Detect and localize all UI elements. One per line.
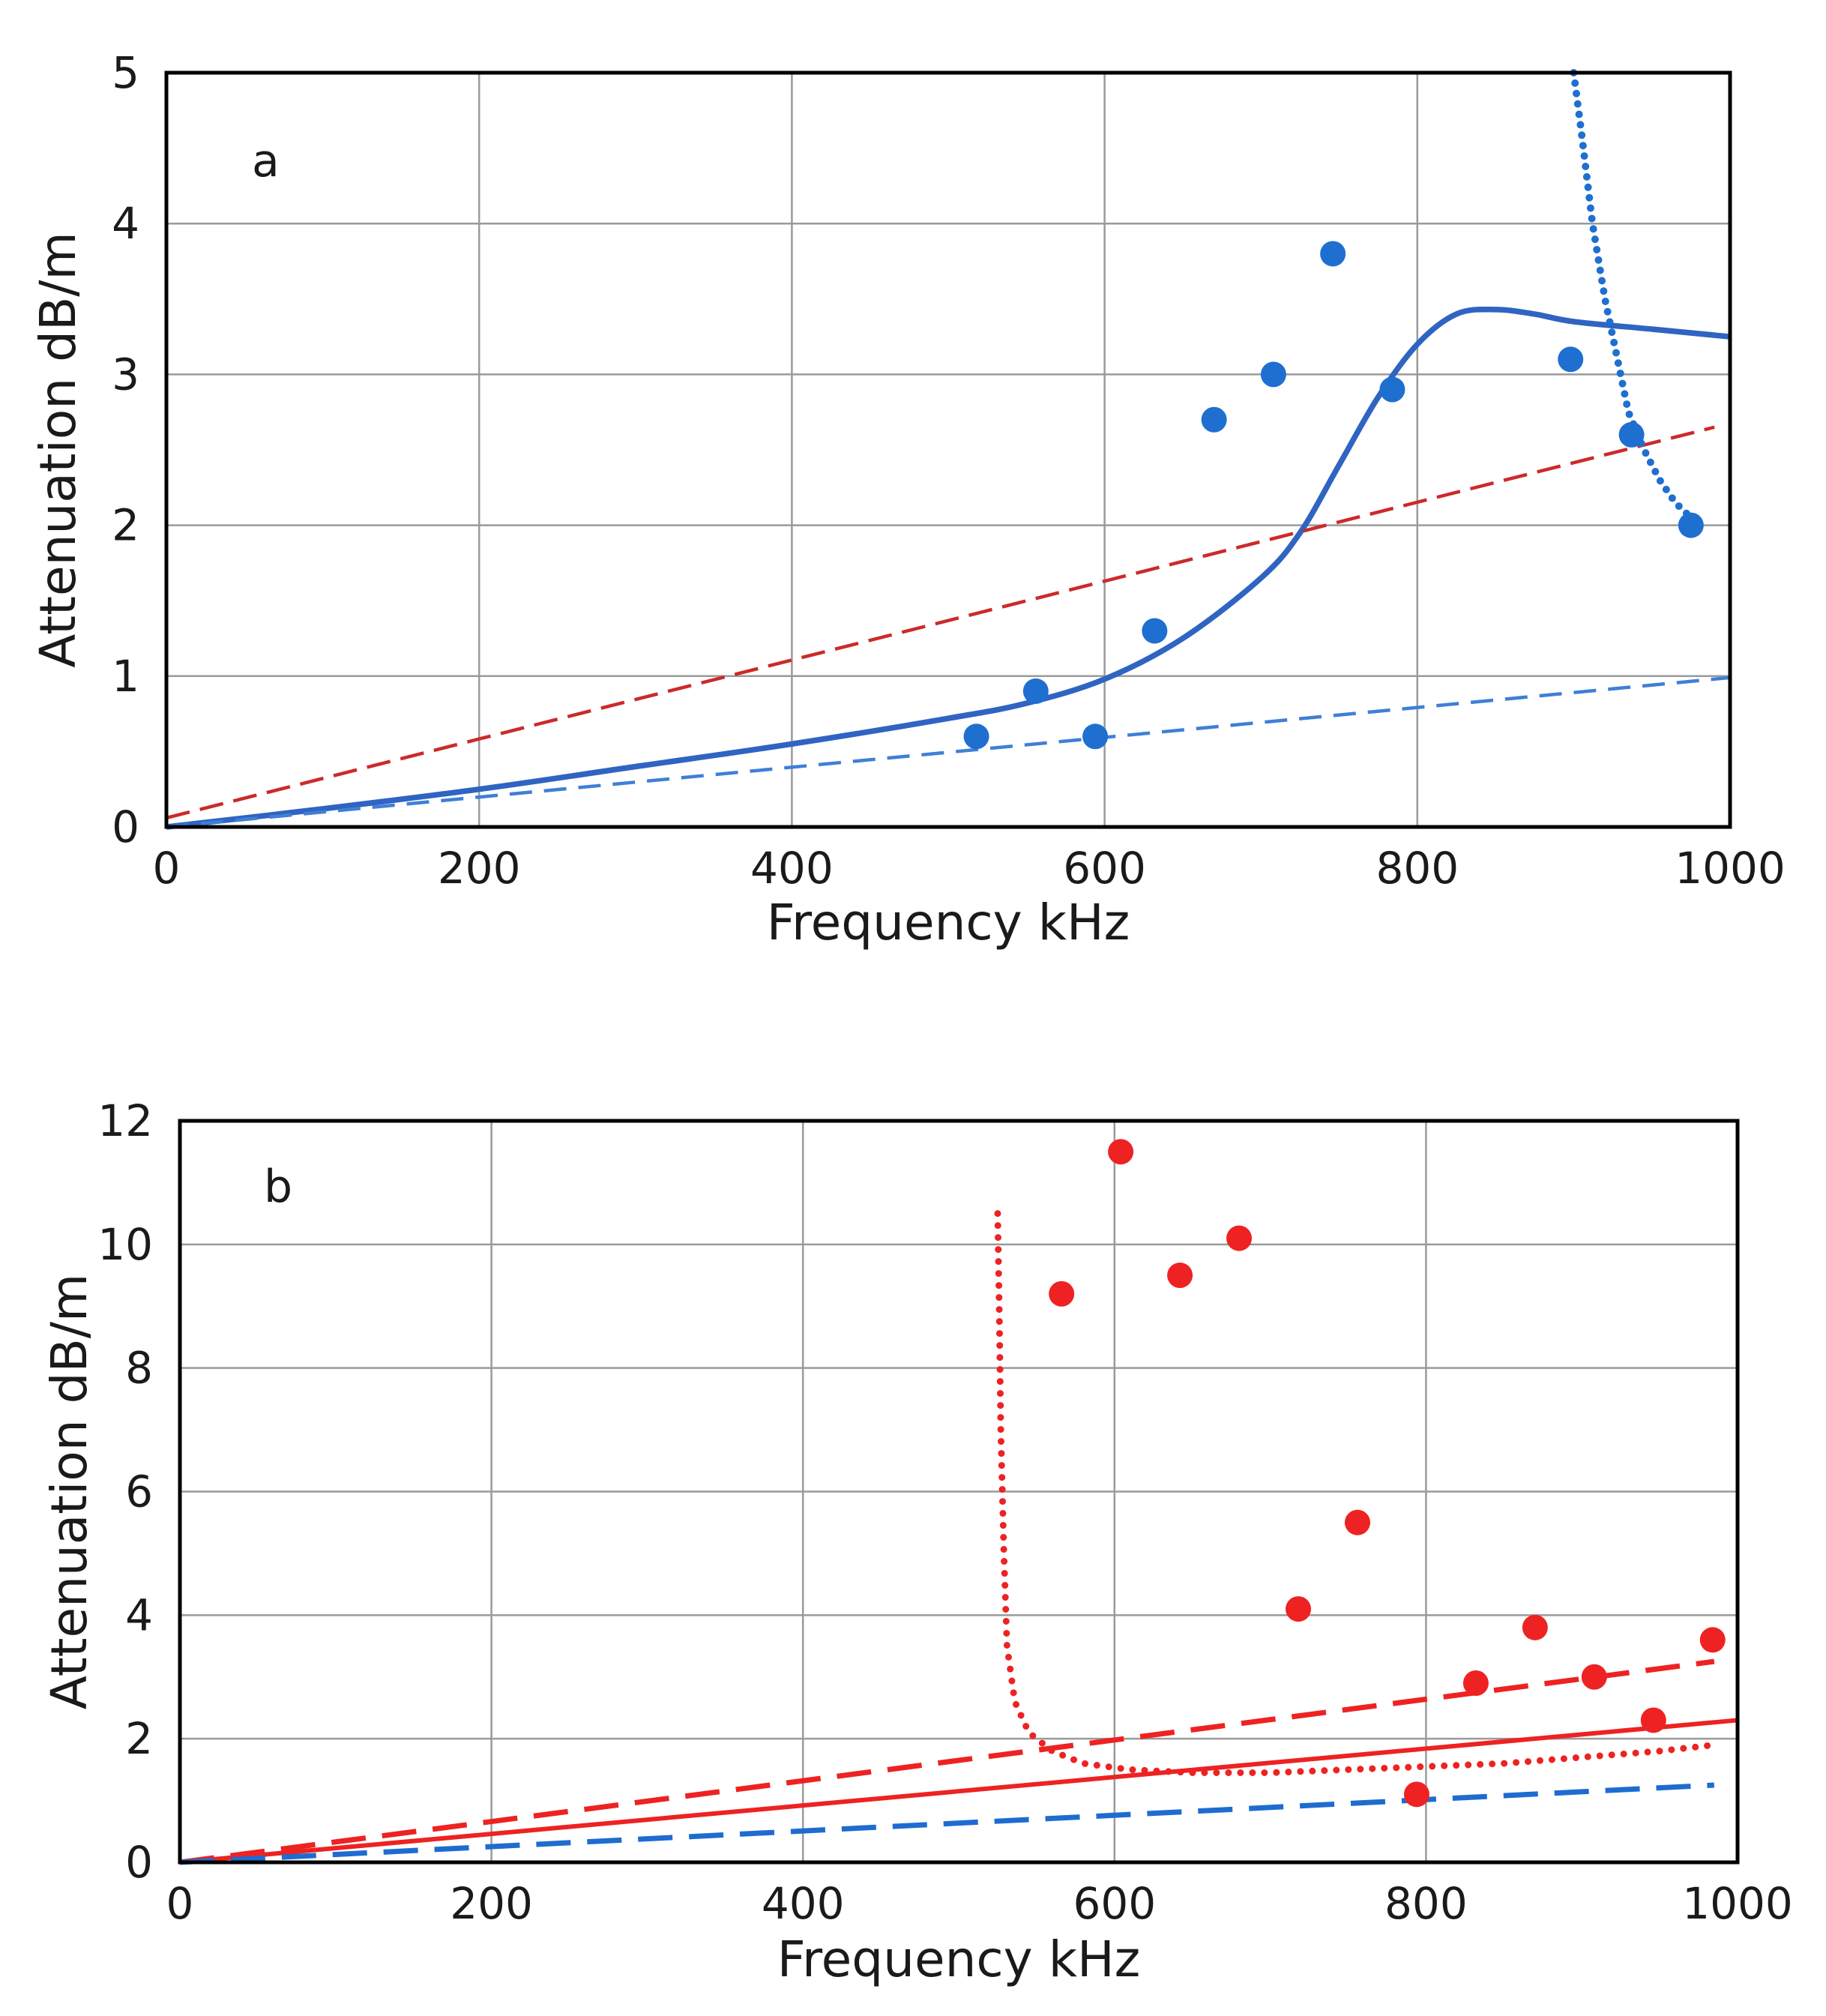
data-point — [1678, 512, 1704, 538]
data-point — [1142, 618, 1168, 644]
x-tick-label: 400 — [750, 843, 834, 894]
x-tick-label: 1000 — [1675, 843, 1786, 894]
data-point — [1022, 678, 1049, 704]
y-tick-label: 6 — [125, 1466, 153, 1517]
y-tick-label: 2 — [112, 500, 139, 551]
data-point — [1558, 346, 1584, 373]
panel-label: a — [252, 135, 280, 187]
y-tick-label: 4 — [125, 1589, 153, 1640]
data-point — [1344, 1509, 1370, 1535]
y-tick-label: 5 — [112, 47, 139, 98]
series-layer — [166, 69, 1731, 830]
grid — [178, 1119, 1739, 1864]
y-tick-label: 10 — [97, 1219, 153, 1270]
y-tick-label: 3 — [112, 349, 139, 400]
x-tick-label: 0 — [153, 843, 181, 894]
data-point — [1226, 1225, 1253, 1251]
series-solid-red — [179, 1718, 1738, 1865]
data-point — [1379, 376, 1405, 403]
tick-labels: 0 200 400 600 800 1000 0 1 2 3 4 5 — [112, 47, 1786, 894]
plot-frame — [164, 70, 1732, 829]
series-dashed-blue — [179, 1782, 1715, 1865]
x-tick-label: 200 — [450, 1878, 533, 1929]
x-axis-label: Frequency kHz — [767, 894, 1130, 951]
x-tick-label: 600 — [1063, 843, 1146, 894]
y-tick-label: 8 — [125, 1343, 153, 1394]
tick-labels: 0 200 400 600 800 1000 0 2 4 6 8 10 12 — [97, 1095, 1793, 1929]
plot-frame — [178, 1119, 1740, 1865]
data-point — [1581, 1664, 1607, 1690]
x-tick-label: 800 — [1384, 1878, 1468, 1929]
y-tick-label: 12 — [97, 1095, 153, 1146]
data-point — [1640, 1707, 1666, 1733]
series-dashed-red — [179, 1658, 1715, 1865]
series-dashed-red — [166, 425, 1715, 820]
x-axis-label: Frequency kHz — [777, 1931, 1140, 1988]
data-point — [1082, 723, 1109, 750]
y-tick-label: 0 — [112, 801, 139, 852]
panel-b: 0 200 400 600 800 1000 0 2 4 6 8 10 12 b Frequency k… — [40, 1095, 1793, 1988]
x-tick-label: 400 — [762, 1878, 845, 1929]
series-layer — [179, 1139, 1738, 1865]
x-tick-label: 0 — [166, 1878, 194, 1929]
y-tick-label: 4 — [112, 198, 139, 249]
data-point — [1320, 241, 1346, 267]
data-point — [1522, 1614, 1548, 1640]
x-tick-label: 800 — [1375, 843, 1459, 894]
series-dashed-blue_light — [166, 675, 1731, 829]
x-tick-label: 600 — [1073, 1878, 1156, 1929]
data-point — [1108, 1139, 1134, 1165]
series-solid-blue — [166, 306, 1731, 830]
panel-label: b — [264, 1161, 292, 1213]
y-tick-label: 0 — [125, 1837, 153, 1888]
data-point — [1049, 1281, 1075, 1307]
data-point — [1462, 1670, 1489, 1696]
x-tick-label: 1000 — [1682, 1878, 1793, 1929]
series-dotted-dot_blue — [1570, 69, 1695, 522]
data-point — [1403, 1781, 1429, 1808]
grid — [165, 71, 1732, 828]
data-point — [1167, 1263, 1193, 1289]
data-point — [1201, 406, 1227, 433]
data-point — [1699, 1627, 1726, 1653]
y-tick-label: 1 — [112, 651, 139, 702]
data-point — [1618, 421, 1645, 448]
data-point — [963, 723, 989, 750]
y-axis-label: Attenuation dB/m — [40, 1274, 98, 1710]
data-point — [1260, 361, 1286, 388]
y-tick-label: 2 — [125, 1713, 153, 1764]
series-dotted-red — [994, 1210, 1718, 1776]
y-axis-label: Attenuation dB/m — [29, 232, 87, 668]
x-tick-label: 200 — [438, 843, 521, 894]
data-point — [1286, 1596, 1312, 1622]
